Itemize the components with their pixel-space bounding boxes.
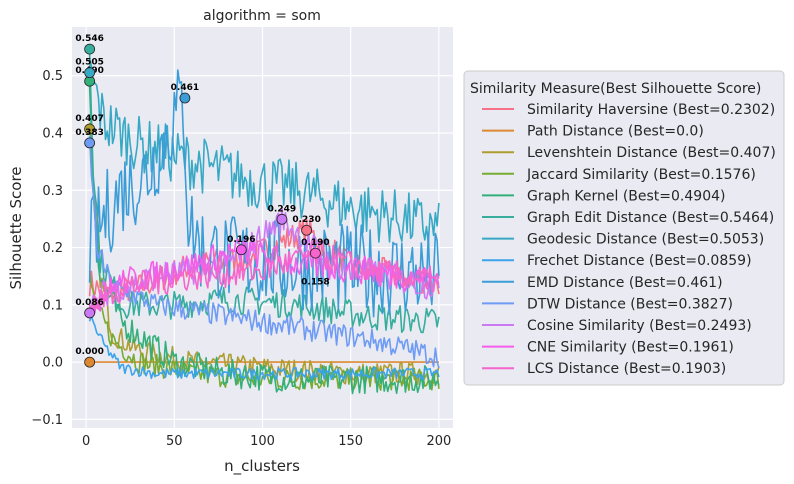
y-tick-label: 0.5	[42, 69, 63, 84]
x-tick-label: 150	[338, 434, 363, 449]
best-label: 0.505	[75, 58, 103, 68]
best-marker	[310, 247, 321, 259]
x-tick-label: 200	[426, 434, 451, 449]
legend-title: Similarity Measure(Best Silhouette Score…	[470, 81, 761, 97]
y-tick-label: 0.0	[42, 356, 63, 371]
best-label: 0.461	[171, 83, 199, 93]
y-tick-label: 0.2	[42, 241, 63, 256]
legend-entry: EMD Distance (Best=0.461)	[527, 275, 723, 291]
y-tick-label: −0.1	[31, 413, 63, 428]
series-line	[88, 86, 440, 395]
y-axis-label: Silhouette Score	[7, 166, 25, 289]
legend-entry: Similarity Haversine (Best=0.2302)	[527, 102, 775, 118]
series-layer	[88, 52, 440, 395]
series-line	[88, 122, 440, 386]
y-tick-label: 0.3	[42, 184, 63, 199]
best-label: 0.196	[227, 235, 255, 245]
x-tick-label: 100	[250, 434, 275, 449]
legend-entry: Cosine Similarity (Best=0.2493)	[527, 318, 752, 334]
best-marker	[84, 356, 96, 368]
legend: Similarity Measure(Best Silhouette Score…	[463, 70, 785, 386]
y-tick-label: 0.1	[42, 298, 63, 313]
x-tick-labels: 0 50 100 150 200	[82, 434, 451, 449]
best-marker	[84, 307, 96, 319]
legend-entry: DTW Distance (Best=0.3827)	[527, 296, 733, 312]
x-axis-label: n_clusters	[224, 457, 300, 476]
x-tick-label: 0	[82, 434, 90, 449]
legend-entry: Jaccard Similarity (Best=0.1576)	[526, 167, 756, 183]
best-marker	[179, 92, 191, 104]
legend-entry: LCS Distance (Best=0.1903)	[527, 361, 726, 377]
legend-entry: Graph Kernel (Best=0.4904)	[527, 188, 725, 204]
series-line	[88, 238, 440, 317]
legend-entry: Graph Edit Distance (Best=0.5464)	[527, 210, 774, 226]
legend-entry: Frechet Distance (Best=0.0859)	[527, 253, 752, 269]
x-tick-label: 50	[166, 434, 183, 449]
series-line	[88, 135, 440, 369]
best-marker	[84, 67, 96, 79]
legend-entry: Path Distance (Best=0.0)	[527, 124, 704, 140]
best-label: 0.000	[75, 347, 103, 357]
best-marker	[84, 43, 96, 55]
best-label: 0.158	[301, 278, 329, 288]
best-marker	[301, 224, 312, 236]
best-label: 0.546	[75, 34, 103, 44]
legend-entry: Levenshtein Distance (Best=0.407)	[527, 145, 776, 161]
series-line	[88, 58, 440, 245]
chart-title: algorithm = som	[203, 8, 321, 24]
series-line	[88, 239, 440, 319]
best-marker	[84, 137, 96, 149]
best-marker	[84, 123, 96, 135]
best-marker	[276, 213, 288, 225]
best-label: 0.249	[268, 204, 296, 214]
best-label: 0.086	[75, 298, 103, 308]
best-markers: 0.2300.0000.4070.4900.5460.5050.4610.383…	[75, 34, 330, 368]
best-label: 0.407	[75, 114, 103, 124]
legend-items: Similarity Haversine (Best=0.2302) Path D…	[482, 102, 776, 377]
series-line	[88, 52, 440, 334]
legend-frame	[463, 70, 785, 386]
y-tick-label: 0.4	[42, 126, 63, 141]
best-marker	[235, 244, 247, 256]
best-label: 0.383	[75, 128, 103, 138]
y-tick-labels: −0.1 0.0 0.1 0.2 0.3 0.4 0.5	[31, 69, 63, 428]
legend-entry: CNE Similarity (Best=0.1961)	[527, 340, 734, 356]
series-line	[88, 315, 440, 381]
best-label: 0.230	[292, 215, 320, 225]
best-label: 0.190	[301, 238, 329, 248]
legend-entry: Geodesic Distance (Best=0.5053)	[527, 232, 764, 248]
